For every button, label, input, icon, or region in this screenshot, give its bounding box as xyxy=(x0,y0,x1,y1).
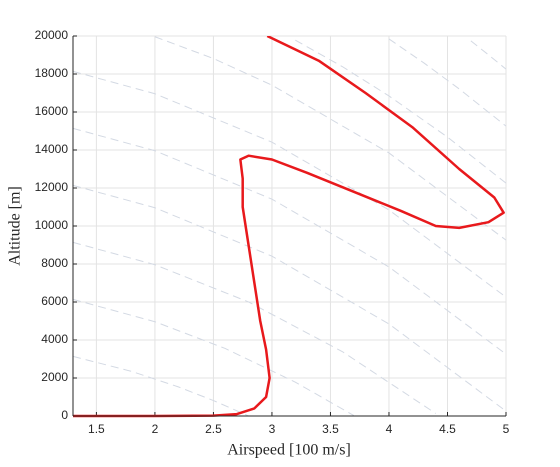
contour-line xyxy=(73,355,249,417)
y-axis-label: Altitude [m] xyxy=(7,186,24,266)
y-tick-label: 6000 xyxy=(41,294,68,308)
x-tick-label: 1.5 xyxy=(88,422,105,436)
y-tick-label: 0 xyxy=(61,408,68,422)
x-tick-label: 5 xyxy=(503,422,510,436)
contour-line xyxy=(73,184,506,412)
y-tick-label: 16000 xyxy=(35,104,69,118)
y-tick-label: 4000 xyxy=(41,332,68,346)
x-tick-label: 4 xyxy=(386,422,393,436)
contour-line xyxy=(73,298,355,417)
contour-line xyxy=(470,40,506,70)
contour-line xyxy=(73,241,437,414)
contour-line xyxy=(295,39,506,184)
y-tick-label: 8000 xyxy=(41,256,68,270)
y-tick-label: 18000 xyxy=(35,66,69,80)
x-tick-label: 2 xyxy=(152,422,159,436)
y-tick-label: 20000 xyxy=(35,28,69,42)
contour-line xyxy=(154,36,506,241)
y-tick-label: 12000 xyxy=(35,180,69,194)
x-tick-label: 4.5 xyxy=(439,422,456,436)
x-tick-label: 3 xyxy=(269,422,276,436)
trajectory-line xyxy=(73,36,505,418)
y-tick-label: 14000 xyxy=(35,142,69,156)
x-tick-label: 2.5 xyxy=(205,422,222,436)
x-axis-label: Airspeed [100 m/s] xyxy=(227,442,351,459)
contour-line xyxy=(73,127,506,355)
x-tick-label: 3.5 xyxy=(322,422,339,436)
y-tick-label: 10000 xyxy=(35,218,69,232)
contour-line xyxy=(73,70,506,298)
y-tick-label: 2000 xyxy=(41,370,68,384)
